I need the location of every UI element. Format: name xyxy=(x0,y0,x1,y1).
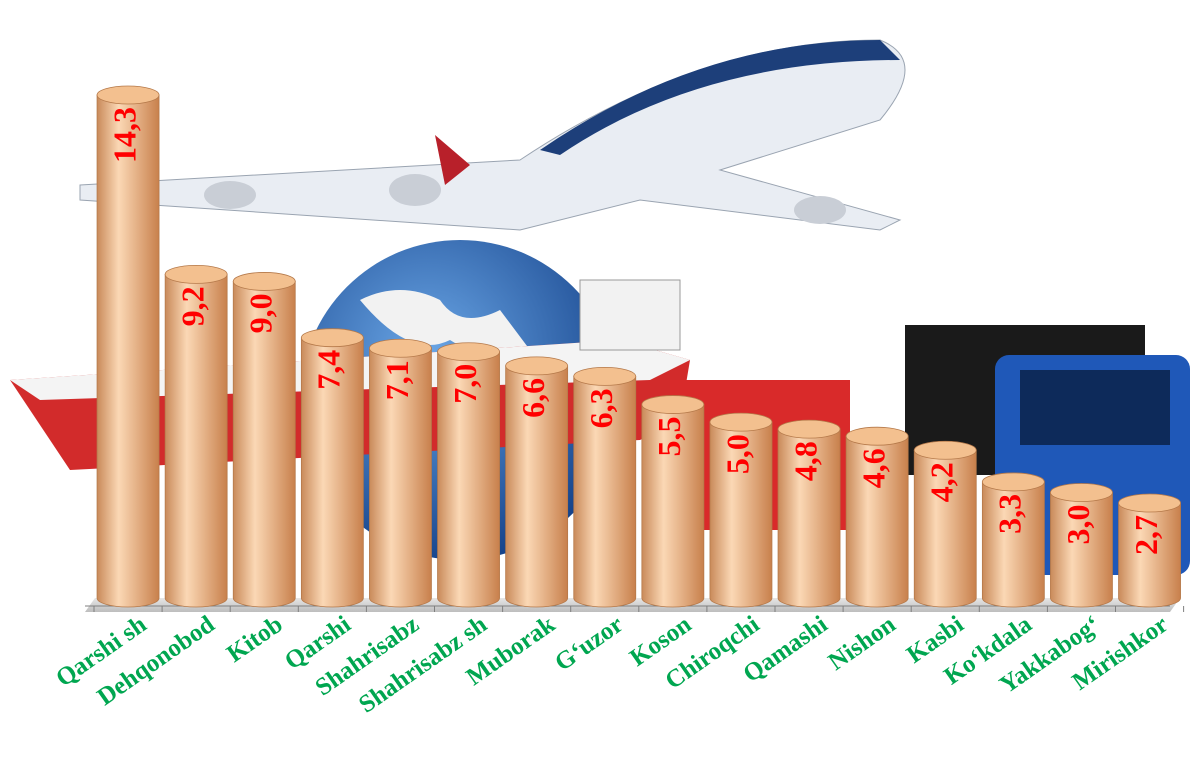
bar-cap xyxy=(96,85,160,105)
bar-cap xyxy=(641,395,705,414)
value-label: 9,0 xyxy=(243,293,279,333)
bar-cap xyxy=(1118,493,1181,513)
value-label: 6,3 xyxy=(583,388,619,428)
bar xyxy=(232,281,296,608)
value-label: 6,6 xyxy=(515,378,551,418)
bar xyxy=(369,347,432,608)
value-label: 4,8 xyxy=(787,441,823,481)
value-label: 7,4 xyxy=(311,350,347,390)
bar xyxy=(641,404,705,608)
bar xyxy=(300,337,364,608)
continent xyxy=(360,290,530,354)
engine xyxy=(389,174,441,206)
bar xyxy=(164,273,228,608)
bar xyxy=(913,449,977,608)
bar-cap xyxy=(300,328,364,348)
bar-cap xyxy=(437,342,500,362)
airplane-tail xyxy=(435,135,470,185)
bar xyxy=(777,428,841,608)
engine xyxy=(794,196,846,224)
bar-cap xyxy=(981,472,1045,492)
bar xyxy=(1050,492,1113,608)
bar-cap xyxy=(1050,483,1113,502)
ship-bridge xyxy=(579,279,681,351)
x-tick-label: Nishon xyxy=(824,611,901,676)
value-label: 5,0 xyxy=(719,434,755,474)
airplane-top xyxy=(540,40,900,155)
value-label: 2,7 xyxy=(1128,515,1164,555)
bar xyxy=(981,481,1045,608)
bar-cap xyxy=(369,338,432,358)
value-label: 14,3 xyxy=(106,107,142,163)
value-label: 7,0 xyxy=(447,364,483,404)
bar xyxy=(1118,502,1181,608)
value-label: 4,6 xyxy=(855,448,891,488)
value-label: 9,2 xyxy=(174,286,210,326)
value-label: 4,2 xyxy=(924,462,960,502)
value-label: 5,5 xyxy=(651,417,687,457)
value-label: 3,0 xyxy=(1060,504,1096,544)
value-label: 7,1 xyxy=(379,360,415,400)
value-label: 3,3 xyxy=(992,494,1028,534)
truck-window xyxy=(1020,370,1170,445)
bar-cap xyxy=(232,272,296,291)
bar xyxy=(573,375,637,608)
bar xyxy=(96,94,160,608)
bar-cap xyxy=(777,419,841,439)
bar-cap xyxy=(573,366,637,386)
bar-cap xyxy=(845,426,909,446)
x-tick-label: G‘uzor xyxy=(550,611,628,677)
bar xyxy=(709,421,773,608)
bar xyxy=(505,365,569,608)
bar xyxy=(437,351,500,608)
bar-cap xyxy=(505,356,569,376)
x-tick-label: Kitob xyxy=(222,611,288,668)
bar-cap xyxy=(709,412,773,432)
x-tick-label: Dehqonobod xyxy=(93,611,220,711)
bar-cap xyxy=(913,440,977,460)
bar xyxy=(845,435,909,608)
bar-cap xyxy=(164,264,228,284)
engine xyxy=(204,181,256,209)
